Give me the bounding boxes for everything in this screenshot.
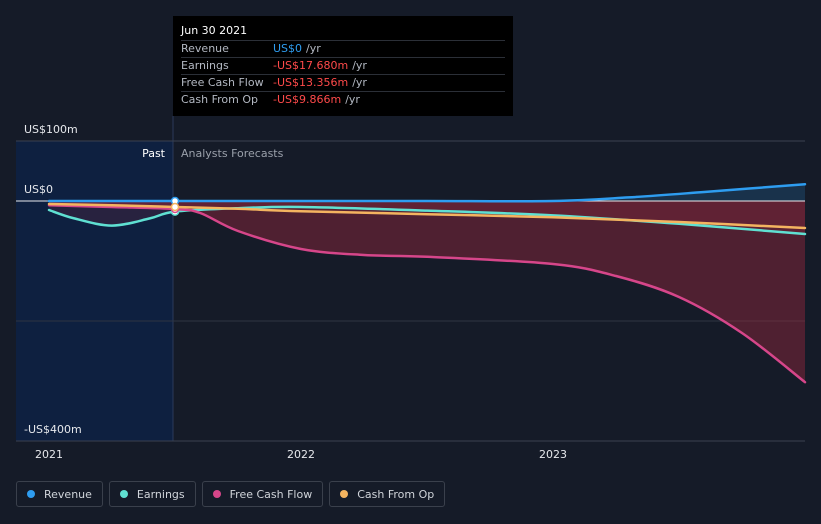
tooltip-label: Earnings <box>181 59 229 72</box>
legend-label: Free Cash Flow <box>229 487 313 501</box>
legend-item-earnings[interactable]: Earnings <box>108 481 196 507</box>
marker-cash-from-op[interactable] <box>170 202 180 212</box>
y-tick-label-top: US$100m <box>24 123 78 136</box>
forecast-label: Analysts Forecasts <box>181 147 284 160</box>
tooltip: Jun 30 2021 Revenue US$0 /yr Earnings -U… <box>173 16 513 116</box>
tooltip-row-cash-from-op: Cash From Op -US$9.866m /yr <box>181 91 505 108</box>
tooltip-label: Free Cash Flow <box>181 76 264 89</box>
area-revenue <box>49 184 805 202</box>
tooltip-row-free-cash-flow: Free Cash Flow -US$13.356m /yr <box>181 74 505 91</box>
x-tick-label-2021: 2021 <box>35 448 63 461</box>
tooltip-value: -US$9.866m <box>273 93 342 106</box>
chart-svg: US$100m US$0 -US$400m Past Analysts Fore… <box>16 116 807 461</box>
series-line-cash-from-op <box>47 202 807 230</box>
area-free-cash-flow <box>49 201 805 383</box>
tooltip-unit: /yr <box>306 42 321 55</box>
tooltip-row-revenue: Revenue US$0 /yr <box>181 40 505 57</box>
tooltip-unit: /yr <box>352 76 367 89</box>
legend-label: Revenue <box>44 487 92 501</box>
legend-dot-icon <box>212 490 221 498</box>
tooltip-value: -US$17.680m <box>273 59 349 72</box>
legend: Revenue Earnings Free Cash Flow Cash Fro… <box>16 481 446 507</box>
legend-dot-icon <box>27 490 35 498</box>
x-tick-label-2023: 2023 <box>539 448 567 461</box>
x-tick-label-2022: 2022 <box>287 448 315 461</box>
past-label: Past <box>142 147 166 160</box>
tooltip-unit: /yr <box>352 59 367 72</box>
legend-item-revenue[interactable]: Revenue <box>16 481 103 507</box>
tooltip-unit: /yr <box>345 93 360 106</box>
tooltip-value: US$0 <box>273 42 303 55</box>
tooltip-value: -US$13.356m <box>273 76 349 89</box>
legend-label: Earnings <box>136 487 185 501</box>
tooltip-label: Cash From Op <box>181 93 259 106</box>
area-earnings <box>49 201 805 234</box>
tooltip-date: Jun 30 2021 <box>181 24 248 37</box>
legend-item-cash-from-op[interactable]: Cash From Op <box>329 481 446 507</box>
past-region <box>16 141 173 441</box>
legend-item-free-cash-flow[interactable]: Free Cash Flow <box>201 481 324 507</box>
legend-dot-icon <box>119 490 128 498</box>
tooltip-label: Revenue <box>181 42 229 55</box>
tooltip-row-earnings: Earnings -US$17.680m /yr <box>181 57 505 74</box>
y-tick-label-bottom: -US$400m <box>24 423 82 436</box>
y-tick-label-zero: US$0 <box>24 183 53 196</box>
legend-label: Cash From Op <box>357 487 435 501</box>
legend-dot-icon <box>340 490 349 498</box>
